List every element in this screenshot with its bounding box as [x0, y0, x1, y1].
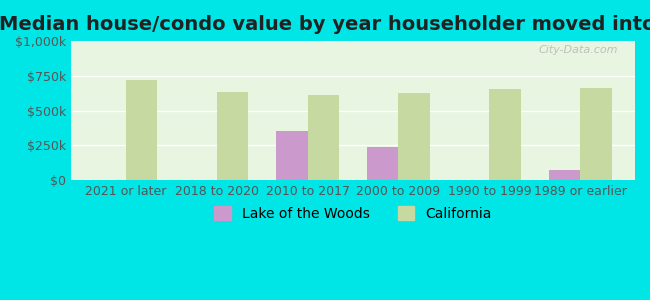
- Bar: [367, 147, 398, 180]
- Bar: [216, 92, 248, 180]
- Bar: [489, 89, 521, 180]
- Bar: [549, 170, 580, 180]
- Bar: [125, 80, 157, 180]
- Bar: [307, 95, 339, 180]
- Bar: [398, 93, 430, 180]
- Bar: [276, 131, 307, 180]
- Legend: Lake of the Woods, California: Lake of the Woods, California: [209, 200, 497, 226]
- Text: City-Data.com: City-Data.com: [539, 45, 618, 55]
- Bar: [580, 88, 612, 180]
- Title: Median house/condo value by year householder moved into unit: Median house/condo value by year househo…: [0, 15, 650, 34]
